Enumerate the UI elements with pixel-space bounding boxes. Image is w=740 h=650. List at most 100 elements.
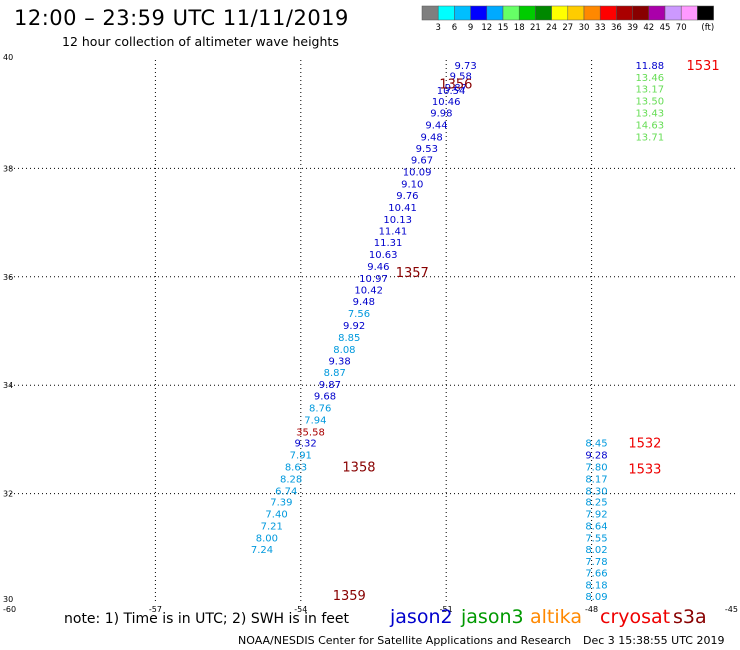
x-tick-label: -51 xyxy=(440,605,453,614)
mission-s3a: s3a xyxy=(673,606,707,628)
swh-value-label: 11.88 xyxy=(635,61,664,72)
y-tick-label: 36 xyxy=(3,273,13,282)
swh-value-label: 9.68 xyxy=(314,391,336,402)
x-tick-label: -60 xyxy=(3,605,16,614)
swh-value-label: 8.64 xyxy=(585,522,607,533)
colorbar-swatch xyxy=(454,5,471,21)
colorbar-swatch xyxy=(567,5,585,21)
swh-value-label: 10.46 xyxy=(432,97,461,108)
colorbar-swatch xyxy=(518,5,536,21)
colorbar-label: 12 xyxy=(481,23,492,33)
swh-value-label: 35.58 xyxy=(296,427,325,438)
swh-value-label: 9.48 xyxy=(421,132,443,143)
mission-altika: altika xyxy=(530,606,582,628)
grid-lines xyxy=(10,60,737,602)
swh-value-label: 9.44 xyxy=(425,120,447,131)
swh-value-label: 8.76 xyxy=(309,403,331,414)
swh-value-label: 10.41 xyxy=(388,203,417,214)
colorbar-swatch xyxy=(664,5,682,21)
y-tick-label: 40 xyxy=(3,53,13,62)
swh-value-label: 13.71 xyxy=(635,132,664,143)
swh-value-label: 8.45 xyxy=(585,439,607,450)
swh-value-label: 11.41 xyxy=(379,227,408,238)
swh-value-label: 9.32 xyxy=(295,439,317,450)
colorbar-swatch xyxy=(616,5,633,21)
swh-value-label: 14.63 xyxy=(635,120,664,131)
colorbar-swatch xyxy=(632,5,650,21)
swh-value-label: 13.43 xyxy=(635,109,664,120)
colorbar-label: 24 xyxy=(546,23,557,33)
colorbar-swatch xyxy=(599,5,617,21)
swh-value-label: 7.21 xyxy=(261,522,283,533)
pass-time-label: 1356 xyxy=(439,77,472,92)
swh-value-label: 9.28 xyxy=(585,451,607,462)
pass-time-label: 1531 xyxy=(687,59,720,74)
swh-value-label: 7.56 xyxy=(348,309,370,320)
swh-value-label: 7.92 xyxy=(585,510,607,521)
mission-cryosat: cryosat xyxy=(600,606,671,628)
footer-timestamp: Dec 3 15:38:55 UTC 2019 xyxy=(583,634,725,647)
pass-time-label: 1359 xyxy=(333,589,366,604)
colorbar-legend: 3 6 9 12 15 18 21 24 27 30 33 36 39 42 45 70 (ft) xyxy=(421,5,714,33)
x-tick-label: -45 xyxy=(725,605,738,614)
colorbar-label: 27 xyxy=(562,23,573,33)
colorbar-label: 15 xyxy=(498,23,509,33)
swh-value-label: 9.67 xyxy=(411,156,433,167)
colorbar-label: 21 xyxy=(530,23,541,33)
colorbar-label: 30 xyxy=(579,23,590,33)
footer-note: note: 1) Time is in UTC; 2) SWH is in fe… xyxy=(64,611,350,627)
swh-value-label: 13.46 xyxy=(635,73,664,84)
swh-value-label: 8.28 xyxy=(280,474,302,485)
colorbar-swatch xyxy=(648,5,666,21)
colorbar-swatch xyxy=(697,5,714,21)
swh-value-label: 7.91 xyxy=(290,451,312,462)
swh-value-label: 8.25 xyxy=(585,498,607,509)
swh-value-label: 8.63 xyxy=(285,463,307,474)
colorbar-label: 36 xyxy=(611,23,622,33)
mission-jason2: jason2 xyxy=(390,606,453,628)
swh-value-label: 8.08 xyxy=(333,345,355,356)
swh-value-label: 10.13 xyxy=(383,215,412,226)
colorbar-swatch xyxy=(535,5,552,21)
colorbar-label: 39 xyxy=(627,23,638,33)
swh-value-label: 8.02 xyxy=(585,545,607,556)
y-tick-label: 32 xyxy=(3,490,13,499)
colorbar-swatch xyxy=(437,5,455,21)
swh-value-label: 10.42 xyxy=(354,285,383,296)
swh-value-label: 7.39 xyxy=(270,498,292,509)
swh-value-label: 8.00 xyxy=(256,534,278,545)
chart-subtitle: 12 hour collection of altimeter wave hei… xyxy=(62,34,339,49)
swh-value-label: 8.87 xyxy=(324,368,346,379)
swh-value-label: 7.40 xyxy=(265,510,287,521)
swh-value-label: 6.74 xyxy=(275,486,297,497)
swh-value-label: 13.50 xyxy=(635,97,664,108)
chart-title: 12:00 – 23:59 UTC 11/11/2019 xyxy=(14,6,349,30)
swh-value-label: 9.76 xyxy=(396,191,418,202)
swh-value-label: 13.17 xyxy=(635,85,664,96)
swh-value-label: 7.78 xyxy=(585,557,607,568)
swh-value-label: 8.17 xyxy=(585,474,607,485)
colorbar-label: 70 xyxy=(676,23,687,33)
colorbar-label: 3 xyxy=(435,23,440,33)
colorbar-label: 45 xyxy=(660,23,671,33)
y-tick-label: 34 xyxy=(3,381,13,390)
colorbar-label: 33 xyxy=(595,23,606,33)
swh-value-label: 9.92 xyxy=(343,321,365,332)
colorbar-swatch xyxy=(502,5,520,21)
colorbar-swatch xyxy=(470,5,488,21)
colorbar-unit: (ft) xyxy=(701,23,714,33)
swh-value-label: 7.55 xyxy=(585,534,607,545)
x-tick-label: -54 xyxy=(294,605,307,614)
colorbar-label: 42 xyxy=(643,23,654,33)
swh-value-label: 9.98 xyxy=(430,109,452,120)
swh-value-label: 9.87 xyxy=(445,83,467,94)
swh-value-label: 9.48 xyxy=(353,297,375,308)
swh-value-label: 9.53 xyxy=(416,144,438,155)
colorbar-swatch xyxy=(680,5,698,21)
swh-value-label: 8.09 xyxy=(585,592,607,603)
swh-value-label: 7.66 xyxy=(585,569,607,580)
swh-value-label: 10.09 xyxy=(403,168,432,179)
pass-time-label: 1533 xyxy=(628,463,661,478)
swh-value-label: 11.31 xyxy=(374,238,403,249)
